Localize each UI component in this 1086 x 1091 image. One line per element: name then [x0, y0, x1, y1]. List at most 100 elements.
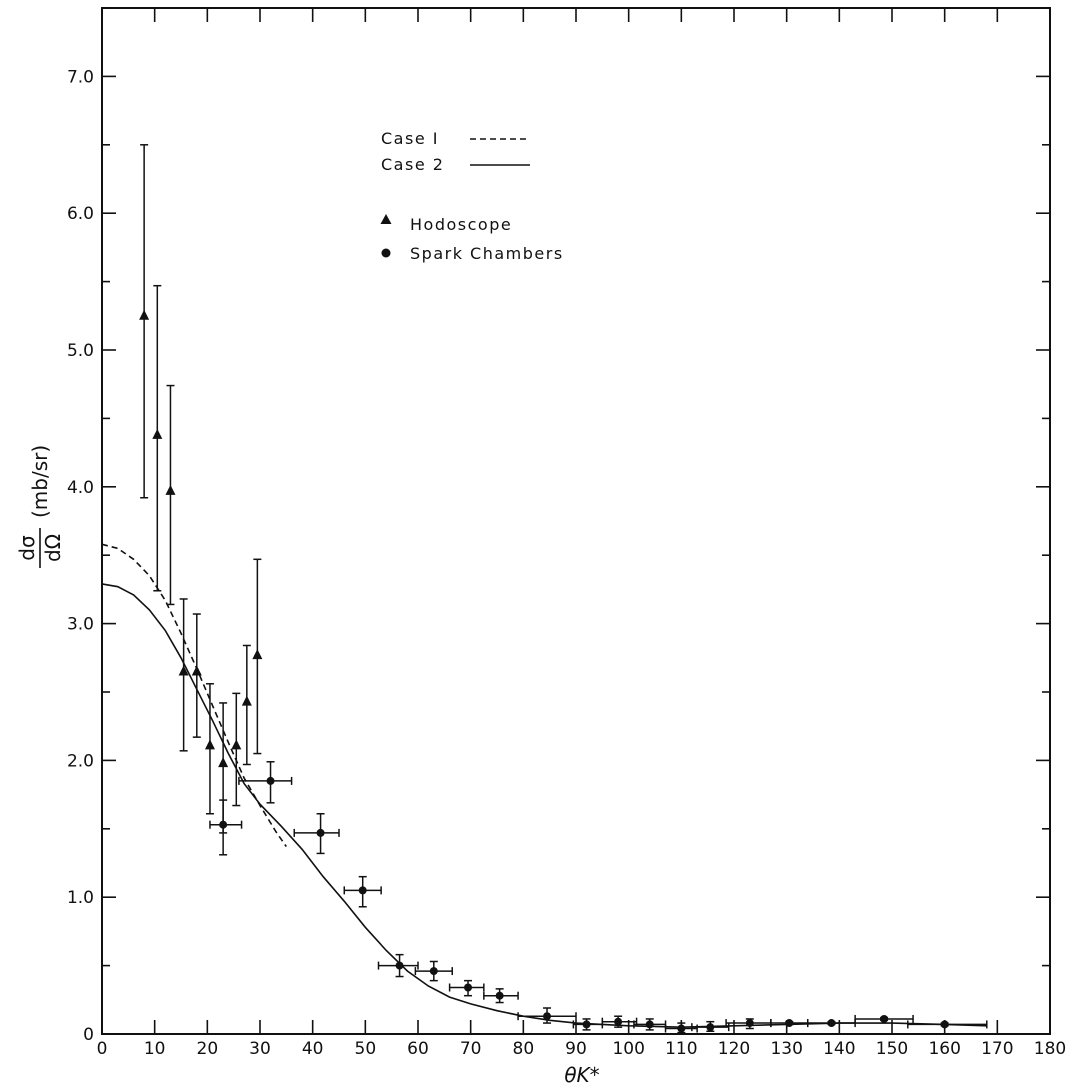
legend-hodoscope-label: Hodoscope	[410, 215, 512, 234]
y-tick-label: 3.0	[67, 615, 94, 635]
circle-marker	[495, 991, 504, 1000]
legend-spark-chambers-label: Spark Chambers	[410, 244, 564, 263]
x-tick-label: 70	[460, 1039, 482, 1059]
x-tick-label: 100	[612, 1039, 644, 1059]
triangle-marker	[218, 757, 229, 768]
x-axis-label: θK*	[564, 1063, 599, 1087]
circle-marker	[219, 820, 228, 829]
triangle-marker	[231, 739, 242, 750]
x-tick-label: 180	[1034, 1039, 1066, 1059]
hodoscope-point	[204, 683, 215, 815]
case2-solid-curve	[101, 583, 987, 1029]
circle-marker	[358, 886, 367, 895]
triangle-marker	[204, 739, 215, 750]
circle-marker	[543, 1012, 552, 1021]
spark-chamber-point	[601, 1015, 638, 1028]
circle-marker	[614, 1017, 623, 1026]
spark-chamber-point	[209, 799, 243, 856]
circle-marker	[880, 1014, 889, 1023]
legend-triangle-marker	[380, 214, 392, 224]
legend: Case I Case 2 Hodoscope Spark Chambers	[380, 129, 564, 263]
triangle-marker	[241, 695, 252, 706]
x-tick-label: 0	[97, 1039, 108, 1059]
y-tick-label: 7.0	[67, 67, 94, 87]
circle-marker	[706, 1023, 715, 1032]
x-tick-label: 20	[197, 1039, 219, 1059]
spark-chamber-point	[806, 1019, 856, 1028]
x-tick-label: 10	[144, 1039, 166, 1059]
x-tick-label: 130	[770, 1039, 802, 1059]
spark-chamber-point	[343, 875, 382, 908]
spark-chamber-point	[725, 1018, 772, 1030]
x-tick-label: 90	[565, 1039, 587, 1059]
hodoscope-point	[139, 144, 150, 499]
hodoscope-point	[241, 644, 252, 766]
triangle-marker	[178, 665, 189, 676]
data-points	[139, 144, 988, 1034]
x-tick-label: 60	[407, 1039, 429, 1059]
triangle-marker	[139, 309, 150, 320]
circle-marker	[785, 1019, 794, 1028]
legend-case2-label: Case 2	[381, 155, 444, 174]
spark-chamber-point	[770, 1019, 809, 1028]
y-label-numerator: dσ	[15, 535, 39, 561]
circle-marker	[395, 961, 404, 970]
spark-chamber-point	[377, 953, 419, 978]
y-tick-label: 4.0	[67, 478, 94, 498]
x-tick-label: 120	[718, 1039, 750, 1059]
spark-chamber-point	[907, 1020, 988, 1029]
circle-marker	[677, 1024, 686, 1033]
circle-marker	[940, 1020, 949, 1029]
spark-chamber-point	[854, 1014, 914, 1023]
triangle-marker	[152, 428, 163, 439]
plot-frame	[101, 7, 1051, 1035]
x-tick-label: 160	[928, 1039, 960, 1059]
x-tick-label: 110	[665, 1039, 697, 1059]
spark-chamber-point	[293, 813, 340, 855]
x-tick-label: 80	[513, 1039, 535, 1059]
spark-chamber-point	[633, 1018, 667, 1031]
x-tick-label: 170	[981, 1039, 1013, 1059]
circle-marker	[645, 1020, 654, 1029]
circle-marker	[316, 828, 325, 837]
circle-marker	[429, 967, 438, 976]
hodoscope-point	[152, 284, 163, 592]
legend-circle-marker	[381, 248, 391, 258]
circle-marker	[827, 1019, 836, 1028]
spark-chamber-point	[483, 988, 519, 1004]
axis-ticks: 0 10 20 30 40 50 60 70 80 90 100 110 120 130 140 150 160…	[67, 7, 1066, 1059]
model-curves	[101, 543, 987, 1029]
hodoscope-point	[178, 598, 189, 752]
circle-marker	[266, 776, 275, 785]
y-tick-label: 5.0	[67, 341, 94, 361]
spark-chamber-point	[691, 1020, 730, 1033]
y-tick-label: 6.0	[67, 204, 94, 224]
circle-marker	[464, 983, 473, 992]
spark-chamber-point	[238, 761, 293, 804]
x-tick-label: 30	[249, 1039, 271, 1059]
hodoscope-point	[252, 558, 263, 755]
circle-marker	[745, 1019, 754, 1028]
y-axis-label: dσ dΩ (mb/sr)	[15, 445, 65, 568]
y-tick-label: 0	[83, 1025, 94, 1045]
spark-chamber-point	[517, 1007, 577, 1024]
spark-chamber-point	[414, 960, 453, 982]
hodoscope-point	[231, 692, 242, 807]
y-label-denominator: dΩ	[41, 534, 65, 562]
x-tick-label: 40	[302, 1039, 324, 1059]
triangle-marker	[191, 665, 202, 676]
hodoscope-point	[165, 384, 176, 606]
y-tick-label: 1.0	[67, 888, 94, 908]
x-tick-label: 140	[823, 1039, 855, 1059]
legend-case1-label: Case I	[381, 129, 439, 148]
triangle-marker	[252, 649, 263, 660]
hodoscope-point	[191, 613, 202, 738]
x-tick-label: 150	[876, 1039, 908, 1059]
triangle-marker	[165, 484, 176, 495]
y-label-unit: (mb/sr)	[28, 445, 52, 518]
x-tick-label: 50	[355, 1039, 377, 1059]
y-tick-label: 2.0	[67, 751, 94, 771]
spark-chamber-point	[572, 1018, 604, 1031]
spark-chamber-point	[448, 979, 485, 997]
